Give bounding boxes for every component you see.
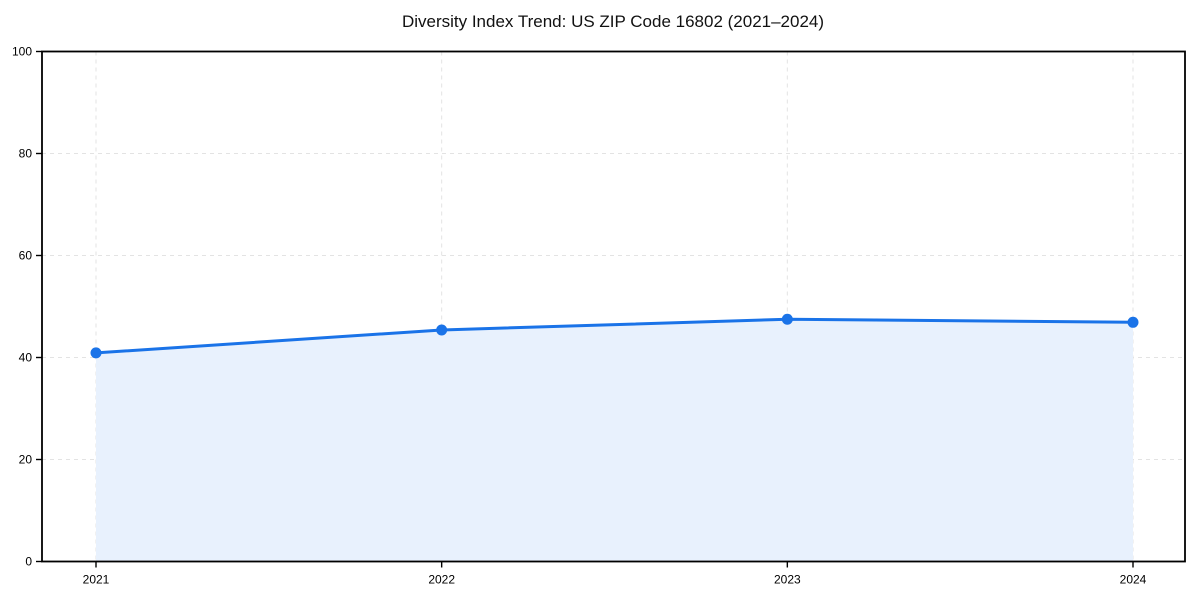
x-tick-label: 2021: [83, 573, 110, 587]
data-points: [90, 313, 1139, 359]
x-tick-label: 2024: [1120, 573, 1147, 587]
plot-border: [41, 50, 1186, 563]
y-tick-label: 80: [19, 147, 33, 161]
data-point-2024: [1127, 316, 1139, 328]
data-point-2023: [781, 313, 793, 325]
area-fill: [96, 319, 1133, 562]
y-tick-label: 60: [19, 249, 33, 263]
x-axis-tick-labels: 2021 2022 2023 2024: [83, 573, 1147, 587]
x-tick-label: 2023: [774, 573, 801, 587]
axis-ticks: [36, 50, 1134, 568]
y-tick-label: 100: [12, 45, 32, 59]
y-tick-label: 20: [19, 453, 33, 467]
data-point-2021: [90, 347, 102, 359]
y-tick-label: 0: [25, 555, 32, 569]
y-axis-tick-labels: 0 20 40 60 80 100: [12, 45, 32, 569]
trend-line: [94, 317, 1135, 355]
chart-title: Diversity Index Trend: US ZIP Code 16802…: [401, 12, 825, 31]
x-tick-label: 2022: [428, 573, 455, 587]
data-point-2022: [436, 324, 448, 336]
y-tick-label: 40: [19, 351, 33, 365]
